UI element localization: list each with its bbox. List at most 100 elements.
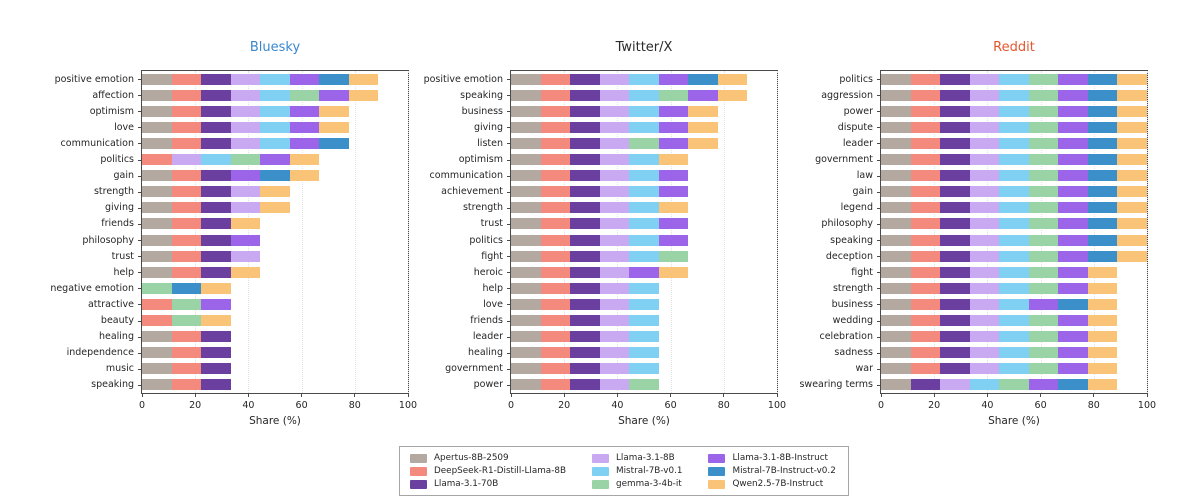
- y-tick-mark: [877, 304, 881, 306]
- bar-row-power: [881, 105, 1147, 117]
- bar-segment-Apertus-8B-2509: [881, 347, 911, 359]
- bar-segment-DeepSeek-R1-Distill-Llama-8B: [171, 170, 202, 182]
- bar-row-law: [881, 170, 1147, 182]
- bar-segment-gemma-3-4b-it: [1028, 105, 1059, 117]
- y-category-label: wedding: [832, 315, 873, 327]
- bar-segment-Apertus-8B-2509: [881, 218, 911, 230]
- bar-segment-DeepSeek-R1-Distill-Llama-8B: [540, 121, 571, 133]
- y-category-label: love: [483, 298, 503, 310]
- bar-segment-Llama-3.1-70B: [940, 282, 970, 294]
- y-tick-mark: [507, 336, 511, 338]
- bar-segment-Apertus-8B-2509: [142, 363, 172, 375]
- bar-segment-Apertus-8B-2509: [511, 202, 541, 214]
- x-tick-mark: [510, 393, 512, 397]
- bar-segment-Qwen2.5-7B-Instruct: [1087, 363, 1118, 375]
- y-tick-mark: [507, 127, 511, 129]
- y-tick-mark: [877, 320, 881, 322]
- y-tick-mark: [877, 240, 881, 242]
- legend-swatch-icon: [592, 466, 610, 476]
- bar-segment-Mistral-7B-v0.1: [629, 363, 659, 375]
- bar-segment-Llama-3.1-8B-Instruct: [1058, 73, 1088, 85]
- bar-segment-Qwen2.5-7B-Instruct: [1117, 137, 1147, 149]
- bar-segment-Mistral-7B-v0.1: [999, 266, 1029, 278]
- bar-segment-Mistral-7B-v0.1: [999, 282, 1029, 294]
- bar-segment-DeepSeek-R1-Distill-Llama-8B: [910, 105, 941, 117]
- bar-segment-Llama-3.1-8B-Instruct: [230, 170, 261, 182]
- y-tick-mark: [877, 175, 881, 177]
- y-category-label: politics: [839, 73, 873, 85]
- bar-row-war: [881, 363, 1147, 375]
- bar-segment-gemma-3-4b-it: [1028, 89, 1059, 101]
- bar-segment-Llama-3.1-8B-Instruct: [688, 89, 718, 101]
- bar-segment-Llama-3.1-70B: [570, 89, 600, 101]
- bar-row-optimism: [142, 105, 408, 117]
- bar-row-sadness: [881, 347, 1147, 359]
- y-category-label: trust: [111, 250, 134, 262]
- bar-segment-Llama-3.1-70B: [570, 331, 600, 343]
- bar-segment-Llama-3.1-8B: [940, 379, 970, 391]
- bar-segment-Llama-3.1-8B-Instruct: [1058, 234, 1088, 246]
- bar-row-achievement: [511, 186, 777, 198]
- bar-segment-Llama-3.1-70B: [570, 234, 600, 246]
- bar-segment-Apertus-8B-2509: [142, 89, 172, 101]
- gridline: [987, 71, 989, 393]
- bar-segment-Mistral-7B-Instruct-v0.2: [1087, 202, 1118, 214]
- bar-segment-Qwen2.5-7B-Instruct: [1117, 170, 1147, 182]
- bar-segment-DeepSeek-R1-Distill-Llama-8B: [171, 331, 202, 343]
- legend-label: gemma-3-4b-it: [616, 479, 682, 489]
- bar-segment-Llama-3.1-70B: [940, 234, 970, 246]
- bar-segment-Llama-3.1-8B-Instruct: [658, 218, 689, 230]
- y-category-label: speaking: [91, 379, 134, 391]
- bar-segment-Qwen2.5-7B-Instruct: [348, 73, 379, 85]
- bar-segment-Qwen2.5-7B-Instruct: [260, 202, 290, 214]
- y-category-label: politics: [100, 154, 134, 166]
- bar-segment-DeepSeek-R1-Distill-Llama-8B: [910, 282, 941, 294]
- bar-segment-Apertus-8B-2509: [881, 170, 911, 182]
- bar-segment-Qwen2.5-7B-Instruct: [1117, 73, 1147, 85]
- bar-segment-Llama-3.1-8B: [599, 89, 630, 101]
- bar-segment-Llama-3.1-8B-Instruct: [1058, 282, 1088, 294]
- y-tick-mark: [138, 336, 142, 338]
- bar-segment-gemma-3-4b-it: [1028, 331, 1059, 343]
- bar-segment-Mistral-7B-Instruct-v0.2: [1087, 121, 1118, 133]
- y-tick-mark: [507, 175, 511, 177]
- y-tick-mark: [138, 111, 142, 113]
- x-tick-label: 0: [507, 400, 515, 411]
- bar-segment-Llama-3.1-8B: [230, 89, 261, 101]
- bar-segment-DeepSeek-R1-Distill-Llama-8B: [540, 315, 571, 327]
- bar-segment-gemma-3-4b-it: [999, 379, 1029, 391]
- y-tick-mark: [877, 384, 881, 386]
- y-category-label: friends: [470, 315, 503, 327]
- bar-segment-Apertus-8B-2509: [881, 186, 911, 198]
- bar-segment-Llama-3.1-8B: [969, 234, 1000, 246]
- x-tick-mark: [563, 393, 565, 397]
- x-tick-label: 60: [664, 400, 677, 411]
- y-tick-mark: [507, 191, 511, 193]
- bar-segment-Llama-3.1-8B: [230, 73, 261, 85]
- bar-row-gain: [142, 170, 408, 182]
- bar-segment-DeepSeek-R1-Distill-Llama-8B: [171, 363, 202, 375]
- bar-segment-Mistral-7B-v0.1: [629, 347, 659, 359]
- bar-segment-Llama-3.1-8B: [599, 137, 630, 149]
- bar-row-love: [142, 121, 408, 133]
- bar-segment-Llama-3.1-8B: [230, 105, 261, 117]
- bar-row-business: [511, 105, 777, 117]
- bar-segment-Mistral-7B-v0.1: [999, 89, 1029, 101]
- bar-segment-Qwen2.5-7B-Instruct: [1117, 234, 1147, 246]
- bar-segment-Llama-3.1-70B: [940, 89, 970, 101]
- bar-segment-gemma-3-4b-it: [1028, 154, 1059, 166]
- bar-segment-Llama-3.1-8B: [969, 121, 1000, 133]
- x-axis-label: Share (%): [618, 415, 670, 427]
- bar-segment-Apertus-8B-2509: [511, 266, 541, 278]
- bar-segment-gemma-3-4b-it: [1028, 315, 1059, 327]
- bar-segment-Llama-3.1-70B: [940, 137, 970, 149]
- bar-segment-DeepSeek-R1-Distill-Llama-8B: [910, 170, 941, 182]
- x-tick-label: 40: [981, 400, 994, 411]
- bar-segment-Llama-3.1-8B: [599, 186, 630, 198]
- bar-segment-Llama-3.1-8B-Instruct: [658, 137, 689, 149]
- bar-segment-Llama-3.1-8B: [969, 137, 1000, 149]
- bar-segment-DeepSeek-R1-Distill-Llama-8B: [910, 234, 941, 246]
- bar-segment-Qwen2.5-7B-Instruct: [1087, 315, 1118, 327]
- y-tick-mark: [138, 127, 142, 129]
- bar-segment-gemma-3-4b-it: [1028, 363, 1059, 375]
